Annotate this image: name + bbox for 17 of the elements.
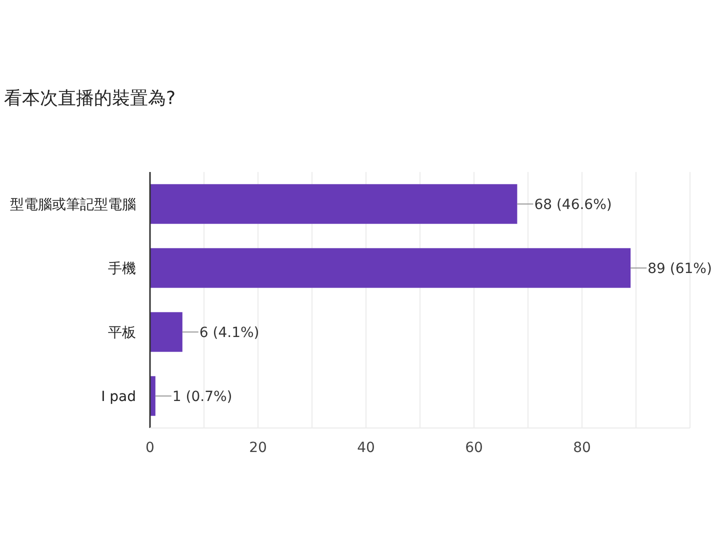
y-tick-label: I pad bbox=[101, 389, 136, 405]
data-label: 89 (61%) bbox=[648, 261, 712, 277]
data-label: 6 (4.1%) bbox=[199, 325, 260, 341]
y-tick-label: 平板 bbox=[108, 325, 136, 341]
bar bbox=[150, 248, 631, 288]
y-tick-label: 手機 bbox=[108, 261, 136, 277]
x-tick-label: 80 bbox=[573, 440, 591, 456]
x-tick-label: 0 bbox=[146, 440, 154, 456]
bar bbox=[150, 184, 518, 224]
x-tick-label: 60 bbox=[465, 440, 483, 456]
data-label: 68 (46.6%) bbox=[534, 197, 612, 213]
x-tick-label: 40 bbox=[357, 440, 375, 456]
chart-title: 看本次直播的裝置為? bbox=[4, 88, 176, 109]
x-tick-label: 20 bbox=[249, 440, 267, 456]
data-label: 1 (0.7%) bbox=[172, 389, 232, 405]
y-tick-label: 型電腦或筆記型電腦 bbox=[10, 197, 136, 213]
bar bbox=[150, 312, 182, 352]
